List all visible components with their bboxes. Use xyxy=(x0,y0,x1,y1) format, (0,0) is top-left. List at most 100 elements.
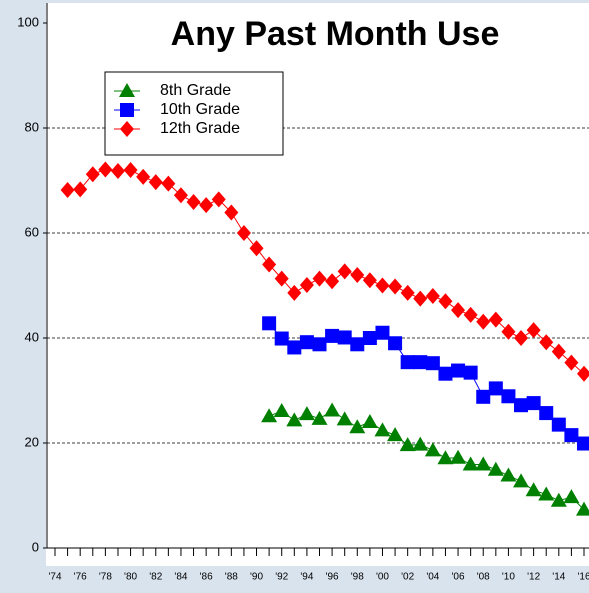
marker xyxy=(413,355,428,370)
marker xyxy=(261,408,278,423)
marker xyxy=(501,323,516,340)
marker xyxy=(287,340,302,355)
marker xyxy=(350,337,365,352)
marker xyxy=(475,456,492,471)
marker xyxy=(337,330,352,345)
legend-label: 12th Grade xyxy=(160,120,240,137)
marker xyxy=(274,270,289,287)
marker xyxy=(476,313,491,330)
marker xyxy=(476,389,491,404)
marker xyxy=(236,225,251,241)
marker xyxy=(312,337,327,352)
x-tick-label: '76 xyxy=(74,572,87,583)
marker xyxy=(438,366,453,381)
marker xyxy=(388,278,403,295)
x-tick-label: '84 xyxy=(174,572,187,583)
marker xyxy=(400,284,415,301)
marker xyxy=(298,406,315,421)
x-tick-label: '78 xyxy=(99,572,112,583)
marker xyxy=(299,276,314,293)
legend-marker xyxy=(119,83,135,97)
marker xyxy=(437,450,454,465)
x-tick-label: '06 xyxy=(452,572,465,583)
x-tick-label: '74 xyxy=(48,572,61,583)
marker xyxy=(60,181,75,198)
x-tick-label: '12 xyxy=(527,572,540,583)
marker xyxy=(375,277,390,294)
marker xyxy=(514,398,529,413)
marker xyxy=(513,473,530,488)
marker xyxy=(274,331,289,346)
x-tick-label: '92 xyxy=(275,572,288,583)
marker xyxy=(211,191,226,208)
marker xyxy=(311,410,328,425)
marker xyxy=(400,355,415,370)
marker xyxy=(325,273,340,290)
marker xyxy=(550,492,567,507)
x-tick-label: '00 xyxy=(376,572,389,583)
x-tick-label: '98 xyxy=(351,572,364,583)
marker xyxy=(387,427,404,442)
marker xyxy=(463,365,478,380)
marker xyxy=(336,411,353,426)
marker xyxy=(425,356,440,371)
x-tick-label: '88 xyxy=(225,572,238,583)
marker xyxy=(451,363,466,378)
marker xyxy=(576,501,589,516)
marker xyxy=(349,419,366,434)
x-tick-label: '86 xyxy=(200,572,213,583)
marker xyxy=(249,240,264,257)
marker xyxy=(462,456,479,471)
marker xyxy=(438,293,453,310)
marker xyxy=(148,174,163,191)
marker xyxy=(413,290,428,307)
marker xyxy=(123,162,138,178)
marker xyxy=(514,330,529,346)
x-tick-label: '14 xyxy=(552,572,565,583)
marker xyxy=(375,325,390,340)
legend-label: 8th Grade xyxy=(160,82,231,99)
legend: 8th Grade 10th Grade 12th Grade xyxy=(104,71,284,156)
marker xyxy=(186,194,201,211)
legend-label: 10th Grade xyxy=(160,101,240,118)
marker xyxy=(451,302,466,319)
marker xyxy=(538,486,555,501)
marker xyxy=(577,365,589,382)
marker xyxy=(526,396,541,411)
marker xyxy=(488,381,503,396)
marker xyxy=(199,197,214,214)
marker xyxy=(425,288,440,304)
marker xyxy=(286,412,303,427)
marker xyxy=(173,187,188,204)
y-tick-label: 20 xyxy=(25,434,39,449)
y-tick-label: 80 xyxy=(25,119,39,134)
x-tick-label: '96 xyxy=(326,572,339,583)
marker xyxy=(262,316,277,331)
marker xyxy=(563,489,580,504)
marker xyxy=(350,267,365,283)
marker xyxy=(526,322,541,339)
marker xyxy=(224,204,239,221)
marker xyxy=(98,161,113,178)
marker xyxy=(374,422,391,437)
marker xyxy=(399,437,416,452)
marker xyxy=(500,467,517,482)
marker xyxy=(501,389,516,404)
marker xyxy=(287,284,302,301)
marker xyxy=(136,168,151,185)
x-tick-label: '02 xyxy=(401,572,414,583)
marker xyxy=(262,256,277,273)
marker xyxy=(362,272,377,289)
marker xyxy=(564,354,579,371)
marker xyxy=(539,334,554,351)
marker xyxy=(551,417,566,432)
x-tick-label: '16 xyxy=(577,572,589,583)
x-tick-label: '08 xyxy=(477,572,490,583)
legend-marker xyxy=(120,121,134,137)
marker xyxy=(362,331,377,345)
marker xyxy=(85,166,100,183)
marker xyxy=(463,306,478,323)
marker xyxy=(525,482,542,497)
y-tick-label: 60 xyxy=(25,224,39,239)
